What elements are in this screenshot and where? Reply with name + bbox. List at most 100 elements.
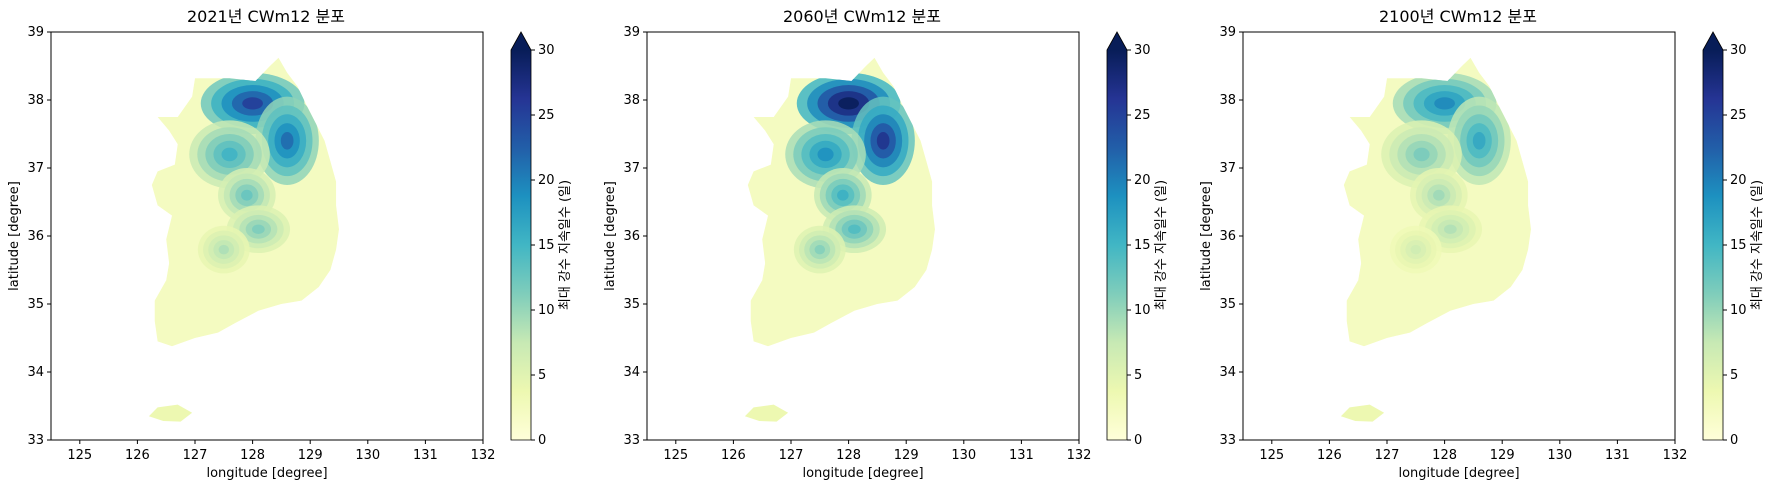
x-tick-label: 125 [663, 448, 688, 463]
colorbar-tick-label: 25 [1134, 108, 1151, 123]
x-tick-label: 129 [894, 448, 919, 463]
x-tick-label: 132 [1067, 448, 1092, 463]
x-tick-label: 132 [1663, 448, 1688, 463]
x-tick-label: 127 [1375, 448, 1400, 463]
colorbar-tick-label: 20 [1134, 173, 1151, 188]
colorbar-tick-label: 20 [1730, 173, 1747, 188]
intensity-blob [242, 97, 263, 110]
x-tick-label: 125 [67, 448, 92, 463]
jeju-island [744, 404, 789, 422]
intensity-blob [1433, 189, 1445, 201]
panel-2060: 2060년 CWm12 분포 125 126 127 128 129 130 131 132 … [603, 7, 1169, 481]
colorbar: 0 5 10 15 20 25 30 [510, 31, 555, 448]
x-tick-label: 130 [355, 448, 380, 463]
colorbar-tick-label: 10 [538, 303, 555, 318]
panel-title: 2021년 CWm12 분포 [187, 7, 345, 26]
intensity-blob [241, 189, 253, 201]
y-tick-label: 34 [623, 365, 640, 380]
y-axis-ticks: 33 34 35 36 37 38 39 [27, 25, 51, 448]
colorbar-extend-max [1703, 32, 1723, 50]
y-tick-label: 37 [1219, 161, 1236, 176]
y-tick-label: 38 [27, 93, 44, 108]
intensity-blob [218, 244, 229, 255]
x-tick-label: 128 [836, 448, 861, 463]
x-tick-label: 127 [779, 448, 804, 463]
colorbar-tick-label: 25 [538, 108, 555, 123]
x-tick-label: 129 [298, 448, 323, 463]
colorbar-tick-label: 20 [538, 173, 555, 188]
y-tick-label: 33 [27, 433, 44, 448]
x-tick-label: 126 [721, 448, 746, 463]
y-tick-label: 35 [1219, 297, 1236, 312]
colorbar-tick-label: 30 [538, 43, 555, 58]
intensity-blob [1410, 244, 1421, 255]
colorbar-extend-max [511, 32, 531, 50]
colorbar-tick-label: 15 [1730, 238, 1747, 253]
jeju-island [1340, 404, 1385, 422]
intensity-blob [221, 147, 238, 162]
colorbar-tick-label: 0 [538, 433, 546, 448]
x-tick-label: 128 [1432, 448, 1457, 463]
y-tick-label: 33 [623, 433, 640, 448]
colorbar-label: 최대 강수 지속일수 (일) [558, 180, 573, 310]
x-tick-label: 125 [1259, 448, 1284, 463]
intensity-field [747, 57, 935, 347]
colorbar-gradient [1703, 50, 1723, 440]
colorbar-outline [510, 31, 532, 441]
y-axis-ticks: 33 34 35 36 37 38 39 [1219, 25, 1243, 448]
intensity-blob [1413, 147, 1430, 162]
x-tick-label: 132 [471, 448, 496, 463]
colorbar-outline [1702, 31, 1724, 441]
y-axis-ticks: 33 34 35 36 37 38 39 [623, 25, 647, 448]
intensity-field [1343, 57, 1531, 347]
panel-2100: 2100년 CWm12 분포 125 126 127 128 129 130 131 132 … [1199, 7, 1765, 481]
x-tick-label: 131 [1009, 448, 1034, 463]
colorbar: 0 5 10 15 20 25 30 [1702, 31, 1747, 448]
colorbar-tick-label: 15 [538, 238, 555, 253]
colorbar-tick-label: 25 [1730, 108, 1747, 123]
x-tick-label: 129 [1490, 448, 1515, 463]
intensity-blob [838, 97, 859, 110]
colorbar-tick-label: 10 [1134, 303, 1151, 318]
map-area [1340, 57, 1531, 422]
x-tick-label: 130 [1547, 448, 1572, 463]
y-axis-label: latitude [degree] [603, 181, 618, 291]
x-tick-label: 127 [183, 448, 208, 463]
intensity-blob [817, 147, 834, 162]
colorbar-tick-label: 5 [1134, 368, 1142, 383]
x-axis-label: longitude [degree] [802, 466, 923, 481]
colorbar-label: 최대 강수 지속일수 (일) [1154, 180, 1169, 310]
y-tick-label: 36 [623, 229, 640, 244]
intensity-blob [876, 131, 890, 150]
intensity-blob [280, 131, 294, 150]
colorbar-tick-label: 30 [1730, 43, 1747, 58]
panel-2021: 2021년 CWm12 분포 125 126 127 128 129 130 131 132 … [7, 7, 573, 481]
x-axis-label: longitude [degree] [1398, 466, 1519, 481]
y-tick-label: 39 [623, 25, 640, 40]
y-tick-label: 33 [1219, 433, 1236, 448]
intensity-blob [848, 224, 861, 234]
y-tick-label: 39 [27, 25, 44, 40]
y-tick-label: 36 [27, 229, 44, 244]
map-area [744, 57, 935, 422]
y-tick-label: 35 [27, 297, 44, 312]
intensity-field [151, 57, 339, 347]
x-axis-ticks: 125 126 127 128 129 130 131 132 [1259, 440, 1687, 463]
x-tick-label: 131 [1605, 448, 1630, 463]
panel-title: 2060년 CWm12 분포 [783, 7, 941, 26]
colorbar-extend-max [1107, 32, 1127, 50]
colorbar-tick-label: 5 [538, 368, 546, 383]
colorbar-tick-label: 30 [1134, 43, 1151, 58]
colorbar-gradient [511, 50, 531, 440]
colorbar-tick-label: 10 [1730, 303, 1747, 318]
y-tick-label: 38 [623, 93, 640, 108]
colorbar-tick-label: 0 [1134, 433, 1142, 448]
x-tick-label: 126 [125, 448, 150, 463]
intensity-blob [1434, 97, 1455, 110]
x-tick-label: 131 [413, 448, 438, 463]
colorbar-outline [1106, 31, 1128, 441]
y-tick-label: 37 [27, 161, 44, 176]
x-tick-label: 128 [240, 448, 265, 463]
y-tick-label: 35 [623, 297, 640, 312]
x-tick-label: 130 [951, 448, 976, 463]
